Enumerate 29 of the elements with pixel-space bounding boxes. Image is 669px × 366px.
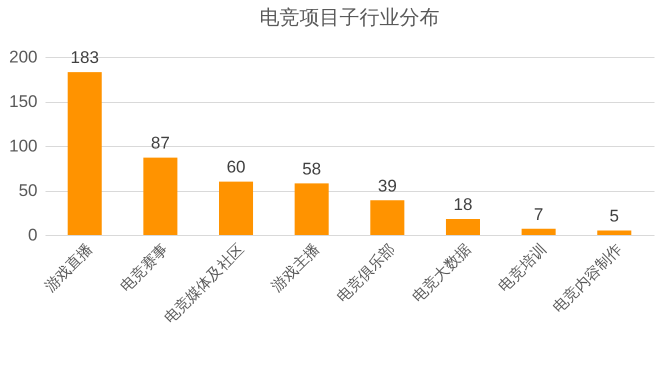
data-label: 183 (70, 48, 99, 68)
y-tick-label: 0 (28, 226, 38, 244)
bar (370, 200, 404, 235)
bar (294, 183, 329, 235)
data-label: 5 (610, 206, 620, 226)
y-tick-label: 200 (9, 48, 38, 66)
x-tick-label: 电竞俱乐部 (334, 240, 399, 306)
y-tick-label: 150 (9, 92, 38, 111)
data-label: 60 (226, 158, 246, 177)
y-tick-label: 50 (18, 181, 38, 200)
data-label: 7 (534, 204, 544, 224)
bar (597, 230, 632, 235)
data-label: 58 (302, 159, 322, 178)
x-tick-label: 游戏主播 (268, 240, 323, 296)
bar (446, 218, 480, 235)
data-label: 87 (150, 134, 170, 153)
data-label: 18 (454, 194, 472, 214)
bar (68, 72, 102, 235)
bar (143, 158, 178, 235)
bar (219, 182, 254, 235)
y-tick-label: 100 (9, 136, 38, 156)
x-tick-label: 电竞赛事 (117, 240, 172, 296)
bar (522, 228, 556, 235)
data-label: 39 (378, 176, 397, 196)
chart-title: 电竞项目子行业分布 (260, 7, 440, 29)
x-tick-label: 电竞培训 (495, 240, 550, 296)
x-tick-label: 游戏直播 (42, 240, 96, 296)
x-tick-label: 电竞大数据 (409, 240, 474, 306)
x-tick-label: 电竞内容制作 (550, 240, 626, 316)
